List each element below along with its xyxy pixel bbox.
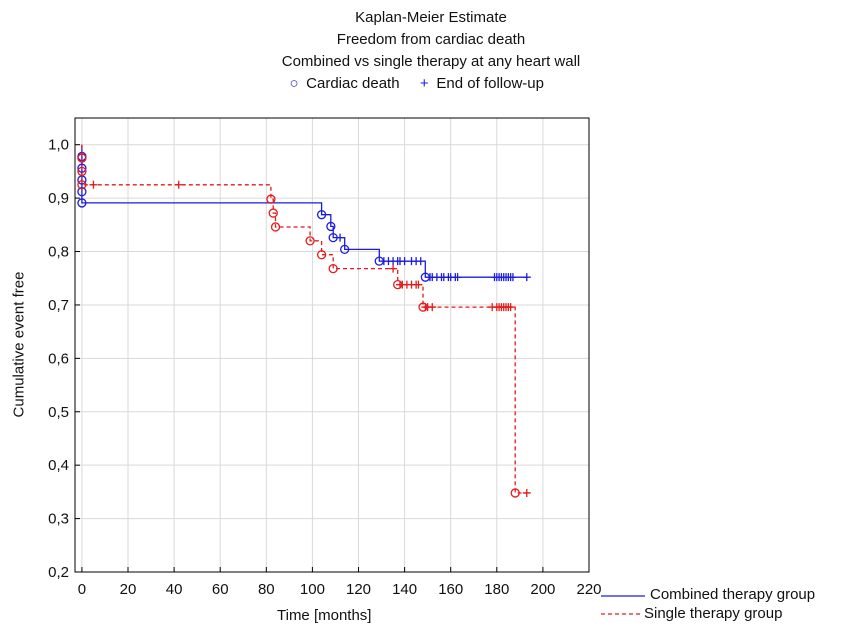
chart-subtitle: Freedom from cardiac death: [336, 31, 526, 48]
event-marker: [328, 263, 338, 274]
y-tick-label: 0,7: [48, 297, 69, 314]
event-marker: [77, 163, 87, 173]
event-marker: [77, 166, 87, 177]
x-tick-label: 120: [346, 581, 371, 598]
event-marker: [77, 180, 87, 190]
censor-marker: [400, 257, 409, 266]
event-marker: [326, 221, 336, 232]
x-tick-label: 60: [212, 581, 229, 598]
event-marker: [305, 236, 315, 246]
marker-legend: ○ Cardiac death + End of follow-up: [286, 75, 544, 92]
x-tick-label: 200: [530, 581, 555, 598]
legend-label-single: Single therapy group: [644, 605, 783, 622]
event-marker: [340, 244, 350, 255]
event-marker: [266, 194, 276, 204]
y-tick-label: 0,5: [48, 404, 69, 421]
plot-frame: [74, 117, 590, 573]
y-tick-label: 0,6: [48, 350, 69, 367]
plot-area: [75, 118, 589, 572]
censor-marker: [336, 233, 345, 242]
censor-marker: [428, 303, 437, 312]
censor-marker: [522, 273, 531, 282]
x-tick-label: 0: [78, 581, 86, 598]
censor-marker: [416, 257, 425, 266]
y-tick-label: 0,2: [48, 564, 69, 581]
event-marker: [77, 198, 87, 208]
y-tick-label: 1,0: [48, 137, 69, 154]
event-marker: [268, 208, 278, 218]
x-tick-label: 40: [166, 581, 183, 598]
plus-marker-icon: +: [419, 75, 429, 92]
x-tick-label: 140: [392, 581, 417, 598]
marker-legend-label-event: Cardiac death: [306, 75, 400, 92]
censor-marker: [89, 180, 98, 189]
chart-title: Kaplan-Meier Estimate: [355, 9, 507, 26]
event-marker: [77, 187, 87, 197]
chart-subtitle-2: Combined vs single therapy at any heart …: [281, 53, 581, 70]
event-marker: [316, 210, 327, 220]
y-tick-label: 0,4: [48, 457, 69, 474]
series-legend-lines: [601, 595, 645, 615]
legend-label-combined: Combined therapy group: [650, 586, 816, 603]
censor-marker: [389, 264, 398, 273]
x-tick-label: 160: [438, 581, 463, 598]
axis-ticks: 0 20 40 60 80 100 120 140 160 180 200 220 0,2 0,3 0,4 0…: [48, 137, 601, 598]
y-tick-label: 0,3: [48, 511, 69, 528]
x-tick-label: 100: [300, 581, 325, 598]
event-marker: [77, 153, 87, 163]
y-tick-label: 0,8: [48, 244, 69, 261]
censor-marker: [522, 488, 531, 497]
survival-curve: [81, 144, 527, 494]
y-axis-label: Cumulative event free: [10, 271, 28, 418]
series-group-1: [77, 144, 531, 498]
x-tick-label: 180: [484, 581, 509, 598]
event-marker: [270, 222, 281, 232]
x-tick-label: 20: [120, 581, 137, 598]
x-axis-label: Time [months]: [277, 607, 372, 624]
censor-marker: [508, 273, 517, 282]
event-marker: [510, 488, 520, 498]
x-tick-label: 80: [258, 581, 275, 598]
y-tick-label: 0,9: [48, 190, 69, 207]
censor-marker: [414, 280, 423, 289]
censor-marker: [453, 273, 462, 282]
series-layer: [77, 144, 531, 498]
censor-marker: [174, 180, 183, 189]
circle-marker-icon: ○: [289, 75, 299, 92]
x-tick-label: 220: [576, 581, 601, 598]
censor-marker: [506, 303, 515, 312]
marker-legend-label-censor: End of follow-up: [436, 75, 544, 92]
event-marker: [316, 250, 327, 260]
